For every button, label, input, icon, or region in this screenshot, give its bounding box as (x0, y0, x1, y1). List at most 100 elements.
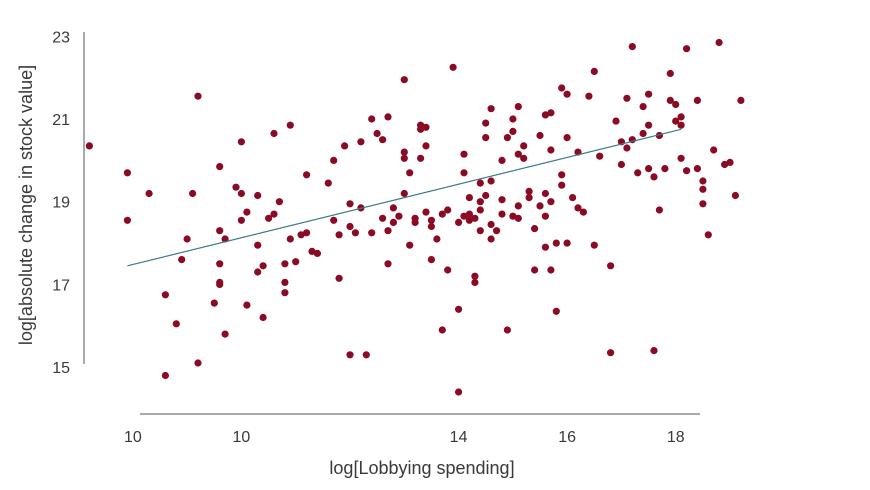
data-point (558, 84, 566, 92)
data-point (346, 222, 354, 231)
data-point (487, 177, 495, 185)
x-axis: 10 10 14 16 18 (124, 413, 700, 446)
data-point (411, 214, 419, 222)
data-point (661, 165, 669, 173)
data-point (536, 131, 544, 140)
data-point (172, 320, 180, 328)
data-point (455, 305, 463, 313)
data-point (476, 227, 484, 235)
data-point (541, 189, 550, 198)
data-point (270, 210, 278, 218)
data-point (433, 235, 441, 243)
data-point (406, 241, 414, 249)
data-point (590, 241, 598, 249)
data-point (471, 272, 479, 280)
data-point (417, 154, 425, 162)
data-point (612, 117, 620, 125)
data-point (563, 239, 571, 247)
data-point (444, 206, 452, 214)
data-point (400, 148, 408, 156)
data-point (482, 134, 490, 142)
data-point (704, 231, 712, 239)
data-point (406, 169, 414, 177)
data-point (503, 326, 511, 334)
data-point (639, 103, 647, 111)
data-point (216, 163, 224, 171)
y-tick-label: 17 (52, 277, 70, 294)
data-point (699, 200, 707, 208)
data-point (455, 218, 463, 226)
data-point (493, 227, 501, 235)
data-point (183, 235, 191, 243)
data-point (368, 229, 376, 237)
x-tick-labels: 10 10 14 16 18 (124, 429, 685, 446)
data-point (596, 152, 604, 160)
data-point (482, 191, 490, 200)
data-point (254, 241, 262, 249)
data-point (509, 212, 517, 220)
data-point (683, 45, 691, 53)
data-point (471, 278, 479, 286)
data-point (335, 231, 343, 239)
data-point (210, 299, 218, 307)
data-point (574, 204, 582, 212)
data-point (569, 194, 577, 202)
data-point (395, 212, 403, 220)
data-point (547, 109, 555, 117)
trend-line (127, 128, 682, 267)
data-point (520, 154, 528, 162)
data-point (726, 158, 734, 166)
data-point (384, 113, 392, 121)
y-tick-label: 19 (52, 195, 70, 212)
data-point (623, 144, 631, 152)
data-point (123, 216, 131, 224)
data-point (422, 142, 430, 150)
data-point (672, 117, 680, 125)
data-point (623, 94, 631, 102)
data-point (281, 289, 289, 297)
data-point (628, 43, 636, 51)
data-point (558, 181, 566, 189)
data-point (677, 113, 685, 121)
data-point (487, 105, 495, 113)
data-point (476, 198, 484, 206)
data-point (460, 150, 468, 158)
data-point (427, 216, 435, 224)
data-point (216, 227, 224, 235)
data-point (85, 142, 93, 150)
data-point (487, 220, 495, 229)
data-point (259, 313, 267, 322)
data-point (525, 187, 533, 195)
data-point (531, 266, 539, 274)
data-point (243, 301, 251, 309)
data-point (330, 156, 338, 164)
data-point (357, 138, 365, 146)
data-point (460, 212, 468, 220)
data-point (346, 351, 354, 359)
data-point (297, 231, 305, 239)
data-point (731, 191, 740, 200)
data-point (498, 156, 506, 164)
data-point (579, 208, 588, 216)
data-point (509, 127, 517, 135)
data-point (161, 371, 169, 380)
data-point (639, 129, 647, 138)
data-point (455, 388, 463, 396)
y-axis-title: log[absolute change in stock value] (16, 65, 36, 345)
y-axis: 15 17 19 21 23 (52, 29, 85, 377)
data-point (427, 256, 435, 264)
data-point (547, 146, 555, 154)
data-point (683, 167, 691, 175)
data-point (281, 260, 289, 268)
data-point (721, 160, 729, 169)
data-point (417, 121, 425, 129)
data-point (189, 189, 197, 198)
data-point (341, 142, 349, 150)
data-point (444, 266, 452, 274)
data-point (677, 121, 685, 129)
data-point (514, 202, 522, 210)
data-point (536, 202, 544, 210)
data-point (541, 212, 550, 220)
data-point (487, 235, 495, 243)
data-point (465, 194, 473, 202)
